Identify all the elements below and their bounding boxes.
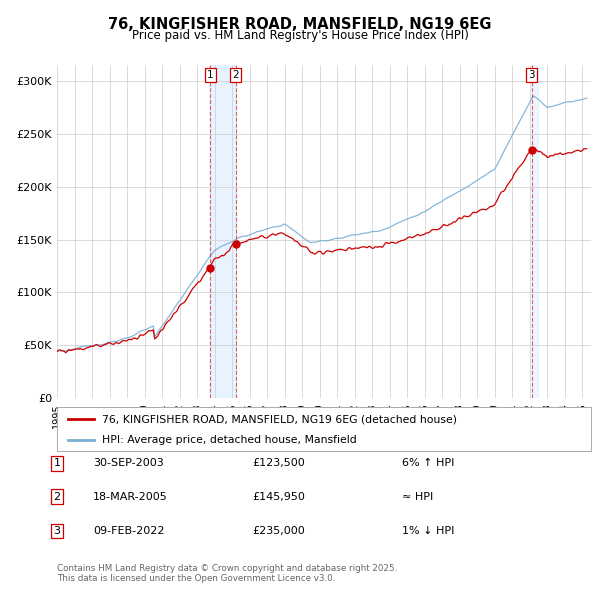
Text: 6% ↑ HPI: 6% ↑ HPI — [402, 458, 454, 468]
Text: 18-MAR-2005: 18-MAR-2005 — [93, 492, 168, 502]
Text: 2: 2 — [53, 492, 61, 502]
Text: 09-FEB-2022: 09-FEB-2022 — [93, 526, 164, 536]
Text: HPI: Average price, detached house, Mansfield: HPI: Average price, detached house, Mans… — [103, 435, 357, 445]
Text: 76, KINGFISHER ROAD, MANSFIELD, NG19 6EG: 76, KINGFISHER ROAD, MANSFIELD, NG19 6EG — [108, 17, 492, 31]
Text: 76, KINGFISHER ROAD, MANSFIELD, NG19 6EG (detached house): 76, KINGFISHER ROAD, MANSFIELD, NG19 6EG… — [103, 415, 457, 424]
Text: 2: 2 — [232, 70, 239, 80]
Text: Price paid vs. HM Land Registry's House Price Index (HPI): Price paid vs. HM Land Registry's House … — [131, 30, 469, 42]
Text: 1: 1 — [53, 458, 61, 468]
Text: £235,000: £235,000 — [252, 526, 305, 536]
Text: ≈ HPI: ≈ HPI — [402, 492, 433, 502]
Bar — [210, 65, 236, 398]
Text: 3: 3 — [529, 70, 535, 80]
Text: £123,500: £123,500 — [252, 458, 305, 468]
Text: 3: 3 — [53, 526, 61, 536]
Text: 30-SEP-2003: 30-SEP-2003 — [93, 458, 164, 468]
Text: £145,950: £145,950 — [252, 492, 305, 502]
Text: 1: 1 — [207, 70, 214, 80]
Text: Contains HM Land Registry data © Crown copyright and database right 2025.
This d: Contains HM Land Registry data © Crown c… — [57, 563, 397, 583]
Bar — [532, 65, 538, 398]
Text: 1% ↓ HPI: 1% ↓ HPI — [402, 526, 454, 536]
